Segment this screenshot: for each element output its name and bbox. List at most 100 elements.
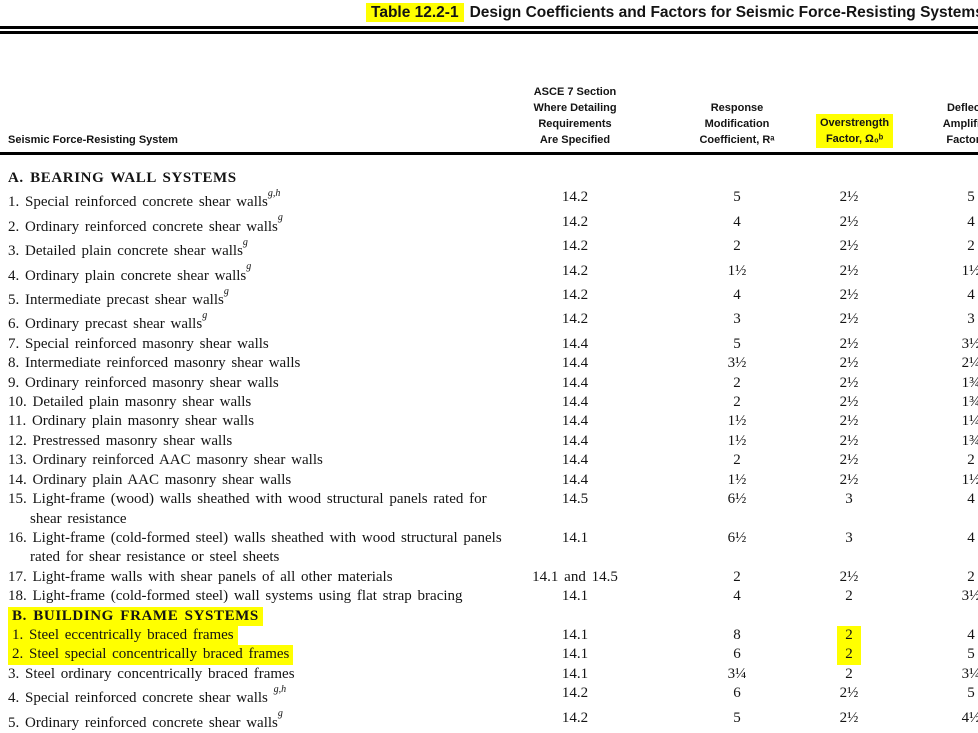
- system-name-text: 5. Intermediate precast shear wallsg: [8, 285, 229, 309]
- cell-omega-value: 2½: [816, 286, 882, 310]
- cell-asce-section: 14.1: [492, 587, 658, 606]
- cell-system-name: 15. Light-frame (wood) walls sheathed wi…: [0, 490, 492, 529]
- cell-asce-section: 14.2: [492, 213, 658, 237]
- cell-cd-value: 3: [967, 311, 975, 328]
- cell-omega-value: 2½: [816, 568, 882, 587]
- cell-cd-value: 2: [967, 452, 975, 469]
- table-row: 5. Ordinary reinforced concrete shear wa…: [0, 708, 978, 733]
- footnote-superscript: g: [246, 261, 252, 273]
- cell-system-name: 11. Ordinary plain masonry shear walls: [0, 412, 492, 431]
- cell-asce-section: 14.4: [492, 354, 658, 373]
- footnote-superscript: g: [277, 708, 283, 720]
- cell-r-value: 8: [733, 626, 741, 643]
- asce-line1: 14.1: [561, 588, 589, 605]
- cell-r-value: 6: [733, 685, 741, 702]
- cell-asce-section: 14.2: [492, 237, 658, 261]
- cell-cd-value: 1¾: [961, 432, 978, 449]
- omega-value-text: 2½: [839, 471, 859, 488]
- header-deflection-factor: Deflec Amplifi Factor: [942, 102, 978, 146]
- cell-omega-value: 2½: [816, 393, 882, 412]
- overstrength-highlight: Overstrength Factor, Ω₀ᵇ: [816, 114, 894, 148]
- footnote-superscript: g: [277, 212, 283, 224]
- cell-system-name: 17. Light-frame walls with shear panels …: [0, 568, 492, 587]
- footnote-superscript: g: [223, 285, 229, 297]
- system-name-text: 4. Ordinary plain concrete shear wallsg: [8, 261, 252, 284]
- system-name-text: 8. Intermediate reinforced masonry shear…: [8, 355, 301, 372]
- cell-asce-section: 14.4: [492, 335, 658, 354]
- section-heading-row: B. BUILDING FRAME SYSTEMS: [0, 606, 978, 626]
- system-name-text: 3. Steel ordinary concentrically braced …: [8, 665, 295, 682]
- table-row: 15. Light-frame (wood) walls sheathed wi…: [0, 490, 978, 529]
- cell-r-value: 2: [733, 452, 741, 469]
- cell-omega-value: 2½: [816, 354, 882, 373]
- table-row: 17. Light-frame walls with shear panels …: [0, 568, 978, 587]
- asce-line1: 14.1: [561, 529, 589, 546]
- cell-r-value: 1½: [727, 471, 747, 488]
- omega-value-text: 2: [837, 625, 861, 646]
- cell-asce-section: 14.2: [492, 262, 658, 286]
- system-name-text: 12. Prestressed masonry shear walls: [8, 432, 233, 449]
- cell-r-value: 3½: [727, 355, 747, 372]
- cell-asce-section: 14.4: [492, 374, 658, 393]
- cell-omega-value: 2½: [816, 684, 882, 708]
- cell-cd-value: 3½: [961, 588, 978, 605]
- cell-omega-value: 2½: [816, 188, 882, 212]
- cell-cd-value: 2: [967, 238, 975, 255]
- omega-value-text: 2½: [839, 335, 859, 352]
- system-name-text: 17. Light-frame walls with shear panels …: [8, 568, 393, 585]
- cell-omega-value: 2½: [816, 262, 882, 286]
- cell-cd-value: 4: [967, 529, 975, 546]
- table-row: 2. Steel special concentrically braced f…: [0, 645, 978, 665]
- omega-value-text: 2½: [839, 311, 859, 328]
- cell-system-name: 9. Ordinary reinforced masonry shear wal…: [0, 374, 492, 393]
- table-row: 6. Ordinary precast shear wallsg 14.2 3 2½ 3: [0, 310, 978, 334]
- cell-cd-value: 5: [967, 685, 975, 702]
- cell-system-name: 6. Ordinary precast shear wallsg: [0, 310, 492, 334]
- cell-asce-section: 14.2: [492, 310, 658, 334]
- system-name-text: 4. Special reinforced concrete shear wal…: [8, 683, 287, 707]
- cell-cd-value: 3½: [961, 335, 978, 352]
- asce-line1: 14.4: [561, 394, 589, 411]
- cell-cd-value: 1¾: [961, 394, 978, 411]
- section-heading: A. BEARING WALL SYSTEMS: [0, 169, 492, 188]
- table-row: 1. Special reinforced concrete shear wal…: [0, 188, 978, 212]
- footnote-superscript: g,h: [267, 187, 281, 199]
- omega-value-text: 2½: [839, 189, 859, 206]
- cell-system-name: 18. Light-frame (cold-formed steel) wall…: [0, 587, 492, 606]
- cell-cd-value: 5: [967, 189, 975, 206]
- omega-value-text: 2½: [839, 238, 859, 255]
- cell-system-name: 1. Steel eccentrically braced frames: [0, 625, 492, 646]
- cell-cd-value: 3¼: [961, 665, 978, 682]
- omega-value-text: 2: [845, 588, 853, 605]
- cell-asce-section: 14.1: [492, 645, 658, 664]
- cell-r-value: 5: [733, 709, 741, 726]
- cell-asce-section: 14.2: [492, 286, 658, 310]
- cell-system-name: 3. Steel ordinary concentrically braced …: [0, 665, 492, 684]
- cell-r-value: 3¼: [727, 665, 747, 682]
- asce-line1: 14.2: [561, 213, 589, 230]
- asce-line1: 14.2: [561, 262, 589, 279]
- table-row: 4. Special reinforced concrete shear wal…: [0, 684, 978, 708]
- table-title-text: Design Coefficients and Factors for Seis…: [469, 4, 978, 21]
- header-asce-section: ASCE 7 Section Where Detailing Requireme…: [533, 86, 617, 146]
- cell-asce-section: 14.2: [492, 709, 658, 733]
- cell-system-name: 5. Ordinary reinforced concrete shear wa…: [0, 708, 492, 733]
- system-name-text: 9. Ordinary reinforced masonry shear wal…: [8, 374, 279, 391]
- cell-asce-section: 14.4: [492, 393, 658, 412]
- asce-line1: 14.2: [561, 709, 589, 726]
- asce-line1: 14.2: [561, 287, 589, 304]
- system-name-text: 2. Ordinary reinforced concrete shear wa…: [8, 212, 283, 235]
- asce-line1: 14.1: [561, 646, 589, 663]
- cell-system-name: 10. Detailed plain masonry shear walls: [0, 393, 492, 412]
- system-name-line2: rated for shear resistance or steel shee…: [30, 549, 280, 566]
- cell-r-value: 1½: [727, 262, 747, 279]
- cell-cd-value: 1½: [961, 262, 978, 279]
- cell-asce-section: 14.4: [492, 432, 658, 451]
- cell-asce-section: 14.5: [492, 490, 658, 529]
- cell-system-name: 12. Prestressed masonry shear walls: [0, 432, 492, 451]
- cell-r-value: 6: [733, 646, 741, 663]
- table-row: 3. Detailed plain concrete shear wallsg 1…: [0, 237, 978, 261]
- cell-r-value: 4: [733, 588, 741, 605]
- cell-cd-value: 5: [967, 646, 975, 663]
- cell-cd-value: 1¾: [961, 374, 978, 391]
